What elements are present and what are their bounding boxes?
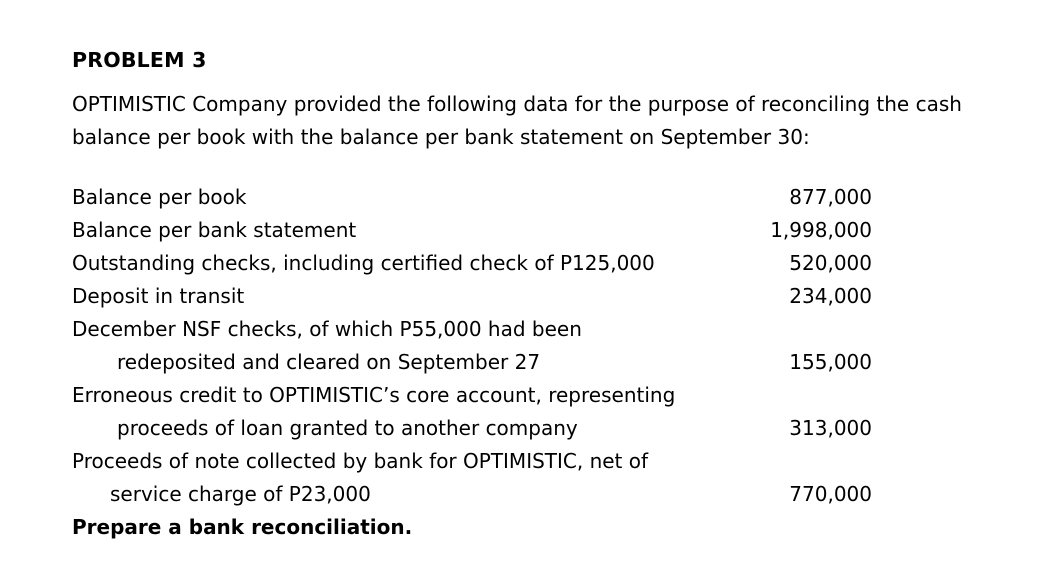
row-amount-cell: 520,000 — [722, 247, 872, 280]
row-label-cell: Balance per book — [72, 181, 722, 214]
row-label: Balance per book — [72, 185, 247, 209]
row-label: Deposit in transit — [72, 284, 245, 308]
table-row: Erroneous credit to OPTIMISTIC’s core ac… — [72, 379, 872, 445]
table-row: December NSF checks, of which P55,000 ha… — [72, 313, 872, 379]
row-label: Erroneous credit to OPTIMISTIC’s core ac… — [72, 383, 676, 407]
instruction-text: Prepare a bank reconciliation. — [72, 515, 413, 539]
row-amount-cell: 234,000 — [722, 280, 872, 313]
row-label-cell: Deposit in transit — [72, 280, 722, 313]
document-content: PROBLEM 3 OPTIMISTIC Company provided th… — [72, 46, 972, 544]
row-amount: 155,000 — [789, 350, 872, 374]
table-row: Proceeds of note collected by bank for O… — [72, 445, 872, 511]
row-label: Outstanding checks, including certified … — [72, 251, 655, 275]
row-amount: 770,000 — [789, 482, 872, 506]
row-amount-cell: 313,000 — [722, 379, 872, 445]
row-amount: 520,000 — [789, 251, 872, 275]
financial-data-table: Balance per book 877,000 Balance per ban… — [72, 181, 872, 511]
amount-spacer — [722, 313, 872, 346]
row-amount-cell: 1,998,000 — [722, 214, 872, 247]
problem-intro-paragraph: OPTIMISTIC Company provided the followin… — [72, 92, 962, 149]
amount-spacer — [722, 379, 872, 412]
row-amount: 313,000 — [789, 416, 872, 440]
row-amount: 234,000 — [789, 284, 872, 308]
table-row: Deposit in transit 234,000 — [72, 280, 872, 313]
row-label: Balance per bank statement — [72, 218, 357, 242]
row-label-continuation: proceeds of loan granted to another comp… — [117, 416, 578, 440]
row-label: Proceeds of note collected by bank for O… — [72, 449, 649, 473]
row-amount: 877,000 — [789, 185, 872, 209]
table-row: Outstanding checks, including certified … — [72, 247, 872, 280]
table-row: Balance per bank statement 1,998,000 — [72, 214, 872, 247]
amount-spacer — [722, 445, 872, 478]
row-label-cell: December NSF checks, of which P55,000 ha… — [72, 313, 722, 379]
row-amount-cell: 877,000 — [722, 181, 872, 214]
row-label-continuation: redeposited and cleared on September 27 — [117, 350, 541, 374]
page-title: PROBLEM 3 — [72, 48, 207, 72]
row-amount-cell: 770,000 — [722, 445, 872, 511]
row-label-cell: Proceeds of note collected by bank for O… — [72, 445, 722, 511]
row-amount: 1,998,000 — [770, 218, 872, 242]
row-label-cell: Balance per bank statement — [72, 214, 722, 247]
row-label-cell: Erroneous credit to OPTIMISTIC’s core ac… — [72, 379, 722, 445]
table-row: Balance per book 877,000 — [72, 181, 872, 214]
row-amount-cell: 155,000 — [722, 313, 872, 379]
row-label: December NSF checks, of which P55,000 ha… — [72, 317, 582, 341]
row-label-cell: Outstanding checks, including certified … — [72, 247, 722, 280]
row-label-continuation: service charge of P23,000 — [110, 482, 371, 506]
